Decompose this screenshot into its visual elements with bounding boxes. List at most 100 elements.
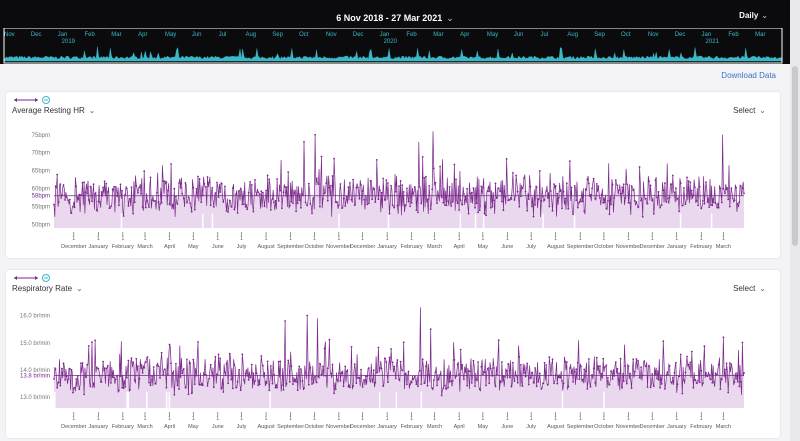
data-point[interactable] — [338, 204, 340, 206]
data-point[interactable] — [119, 375, 122, 377]
data-point[interactable] — [508, 376, 511, 379]
data-point[interactable] — [453, 359, 456, 361]
data-point[interactable] — [524, 375, 527, 378]
data-point[interactable] — [398, 185, 400, 187]
data-point[interactable] — [431, 188, 434, 191]
data-point[interactable] — [626, 183, 628, 185]
data-point[interactable] — [447, 386, 449, 389]
data-point[interactable] — [312, 196, 315, 199]
data-point[interactable] — [211, 187, 214, 189]
data-point[interactable] — [209, 363, 212, 366]
data-point[interactable] — [307, 383, 310, 386]
data-point[interactable] — [510, 385, 513, 388]
data-point[interactable] — [521, 385, 524, 387]
data-point[interactable] — [554, 374, 557, 377]
data-point[interactable] — [602, 201, 605, 204]
data-point[interactable] — [133, 201, 136, 204]
data-point[interactable] — [652, 213, 655, 215]
data-point[interactable] — [630, 185, 633, 187]
data-point[interactable] — [246, 208, 249, 211]
data-point[interactable] — [100, 191, 103, 193]
data-point[interactable] — [421, 358, 424, 361]
data-point[interactable] — [276, 386, 278, 389]
data-point[interactable] — [84, 191, 87, 194]
data-point[interactable] — [464, 371, 467, 373]
data-point[interactable] — [140, 367, 142, 369]
data-point[interactable] — [594, 197, 597, 200]
data-point[interactable] — [507, 363, 510, 365]
data-point[interactable] — [192, 186, 195, 189]
data-point[interactable] — [507, 199, 510, 202]
data-point[interactable] — [108, 207, 111, 209]
data-point[interactable] — [186, 358, 188, 361]
data-point[interactable] — [176, 384, 179, 387]
data-point[interactable] — [398, 378, 400, 381]
data-point[interactable] — [269, 209, 272, 211]
data-point[interactable] — [626, 382, 628, 385]
data-point[interactable] — [732, 197, 734, 200]
data-point[interactable] — [144, 206, 147, 209]
data-point[interactable] — [627, 365, 630, 368]
data-point[interactable] — [743, 192, 745, 195]
respiratory-rate-select-dropdown[interactable]: Select ⌄ — [733, 284, 766, 293]
data-point[interactable] — [548, 205, 551, 208]
data-point[interactable] — [163, 368, 166, 371]
data-point[interactable] — [654, 179, 657, 182]
data-point[interactable] — [728, 362, 731, 364]
data-point[interactable] — [529, 377, 532, 379]
data-point[interactable] — [550, 374, 552, 377]
data-point[interactable] — [319, 362, 321, 365]
data-point[interactable] — [686, 355, 688, 358]
data-point[interactable] — [451, 201, 454, 203]
range-handle-icon[interactable] — [12, 95, 52, 105]
data-point[interactable] — [306, 314, 309, 317]
data-point[interactable] — [146, 356, 149, 358]
data-point[interactable] — [260, 190, 263, 192]
data-point[interactable] — [463, 192, 465, 195]
data-point[interactable] — [717, 363, 720, 366]
data-point[interactable] — [602, 357, 605, 360]
data-point[interactable] — [366, 375, 369, 377]
data-point[interactable] — [717, 206, 720, 209]
data-point[interactable] — [369, 179, 372, 182]
data-point[interactable] — [489, 367, 492, 370]
data-point[interactable] — [572, 213, 574, 216]
data-point[interactable] — [298, 199, 301, 201]
data-point[interactable] — [110, 382, 112, 384]
data-point[interactable] — [141, 206, 144, 209]
data-point[interactable] — [59, 384, 62, 387]
data-point[interactable] — [102, 360, 104, 363]
data-point[interactable] — [583, 210, 586, 212]
data-point[interactable] — [722, 187, 725, 190]
data-point[interactable] — [262, 364, 264, 367]
data-point[interactable] — [238, 189, 241, 192]
data-point[interactable] — [425, 175, 427, 178]
data-point[interactable] — [377, 198, 380, 201]
data-point[interactable] — [720, 378, 723, 381]
data-point[interactable] — [444, 384, 446, 387]
data-point[interactable] — [538, 170, 541, 172]
data-point[interactable] — [349, 182, 351, 184]
data-point[interactable] — [89, 185, 92, 188]
data-point[interactable] — [138, 186, 141, 189]
data-point[interactable] — [437, 194, 440, 197]
data-point[interactable] — [431, 387, 434, 389]
data-point[interactable] — [573, 185, 576, 187]
data-point[interactable] — [551, 358, 554, 361]
data-point[interactable] — [459, 199, 462, 202]
data-point[interactable] — [713, 201, 715, 204]
data-point[interactable] — [338, 372, 340, 374]
data-point[interactable] — [477, 211, 479, 214]
data-point[interactable] — [572, 381, 574, 383]
data-point[interactable] — [605, 207, 608, 210]
data-point[interactable] — [505, 369, 508, 372]
data-point[interactable] — [243, 379, 245, 381]
data-point[interactable] — [167, 373, 169, 376]
data-point[interactable] — [133, 379, 136, 382]
data-point[interactable] — [543, 361, 546, 364]
data-point[interactable] — [290, 365, 293, 368]
data-point[interactable] — [314, 375, 316, 378]
data-point[interactable] — [383, 357, 386, 360]
data-point[interactable] — [219, 357, 222, 360]
data-point[interactable] — [635, 358, 638, 360]
